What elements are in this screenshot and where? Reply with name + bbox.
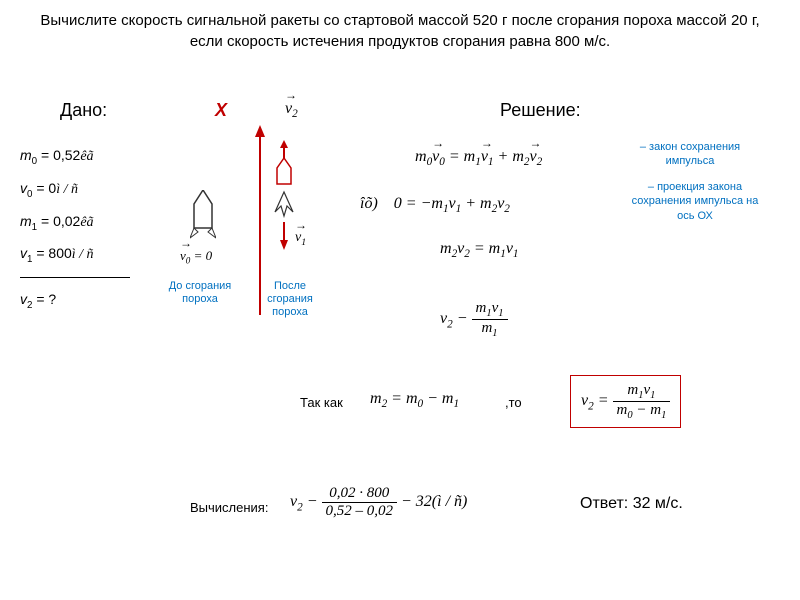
v1-vector-label: v1 <box>295 230 306 248</box>
answer: Ответ: 32 м/с. <box>580 495 683 513</box>
solution-label: Решение: <box>500 100 581 121</box>
eq-momentum-law: m0v0 = m1v1 + m2v2 <box>415 148 542 168</box>
given-divider <box>20 277 130 278</box>
given-v1: v1 = 800ì / ñ <box>20 238 130 271</box>
v0-zero-label: v0 = 0 <box>180 248 212 266</box>
given-m1: m1 = 0,02êã <box>20 206 130 239</box>
answer-label: Ответ: <box>580 495 628 512</box>
before-label: До сгорания пороха <box>160 280 240 306</box>
note-projection: – проекция закона сохранения импульса на… <box>625 180 765 223</box>
answer-value: 32 м/с. <box>633 495 683 512</box>
since-label: Так как <box>300 395 343 410</box>
given-block: m0 = 0,52êã v0 = 0ì / ñ m1 = 0,02êã v1 =… <box>20 140 130 317</box>
problem-statement: Вычислите скорость сигнальной ракеты со … <box>0 0 800 57</box>
given-v0: v0 = 0ì / ñ <box>20 173 130 206</box>
given-m0: m0 = 0,52êã <box>20 140 130 173</box>
calc-label: Вычисления: <box>190 500 268 515</box>
eq-projection: îõ) 0 = −m1v1 + m2v2 <box>360 195 510 215</box>
eq-m2-def: m2 = m0 − m1 <box>370 390 459 410</box>
eq-v2-frac1: v2 − m1v1m1 <box>440 300 508 339</box>
given-label: Дано: <box>60 100 107 121</box>
rocket-before-icon <box>190 190 216 240</box>
eq-calc: v2 − 0,02 · 8000,52 – 0,02 − 32(ì / ñ) <box>290 485 467 520</box>
rocket-after-up-icon <box>272 140 296 190</box>
exhaust-icon <box>269 190 299 220</box>
v1-arrow-icon <box>276 222 292 252</box>
eq-m2v2: m2v2 = m1v1 <box>440 240 519 260</box>
then-label: ,то <box>505 395 522 410</box>
given-find: v2 = ? <box>20 284 130 316</box>
note-law: – закон сохранения импульса <box>625 140 755 169</box>
final-formula-box: v2 = m1v1m0 − m1 <box>570 375 681 428</box>
after-label: После сгорания пороха <box>255 280 325 320</box>
x-axis-label: X <box>215 100 227 121</box>
diagram: v0 = 0 v1 До сгорания пороха После сгора… <box>160 130 330 330</box>
v2-vector-label: v2 <box>285 100 298 120</box>
